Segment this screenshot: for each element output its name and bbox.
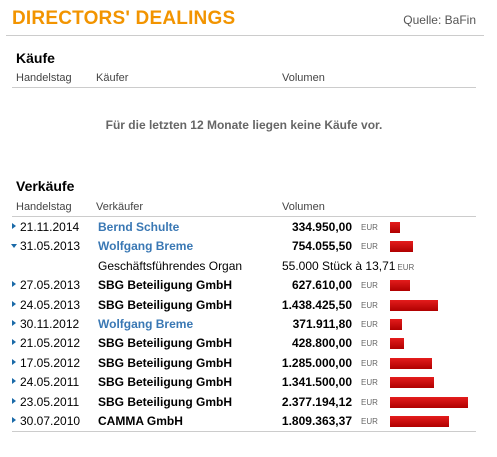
volume-bar	[390, 415, 449, 427]
volume-bar	[390, 396, 468, 408]
currency-label: EUR	[361, 223, 378, 232]
volume-bar	[390, 299, 438, 311]
column-header-date: Handelstag	[16, 72, 72, 84]
table-bottom-divider	[12, 431, 476, 432]
trade-date: 23.05.2011	[20, 394, 80, 409]
collapsed-triangle-icon[interactable]	[12, 358, 16, 365]
column-header-date: Handelstag	[16, 201, 72, 213]
table-row[interactable]: 24.05.2011 SBG Beteiligung GmbH 1.341.500,…	[12, 373, 476, 392]
currency-label: EUR	[361, 281, 378, 291]
trade-date: 30.11.2012	[20, 316, 80, 331]
table-row[interactable]: 17.05.2012 SBG Beteiligung GmbH 1.285.000,…	[12, 354, 476, 373]
seller-name: SBG Beteiligung GmbH	[98, 375, 233, 390]
volume-bar	[390, 338, 404, 350]
sales-title: Verkäufe	[16, 178, 75, 194]
column-header-seller: Verkäufer	[96, 201, 144, 213]
trade-date: 17.05.2012	[20, 355, 81, 370]
trade-date: 31.05.2013	[20, 239, 81, 254]
volume-value: 428.800,00	[291, 336, 352, 351]
collapsed-triangle-icon[interactable]	[12, 300, 16, 307]
trade-date: 24.05.2011	[20, 375, 80, 390]
table-row[interactable]: 24.05.2013 SBG Beteiligung GmbH 1.438.425,…	[12, 296, 476, 315]
volume-value: 334.950,00	[291, 220, 352, 234]
currency-label: EUR	[361, 339, 378, 349]
table-row[interactable]: 21.11.2014 Bernd Schulte 334.950,00 EUR	[12, 218, 476, 237]
volume-value: 754.055,50	[291, 239, 352, 254]
table-row[interactable]: 21.05.2012 SBG Beteiligung GmbH 428.800,00…	[12, 334, 476, 353]
collapsed-triangle-icon[interactable]	[12, 281, 16, 288]
table-row[interactable]: 27.05.2013 SBG Beteiligung GmbH 627.610,00…	[12, 276, 476, 295]
volume-value: 1.341.500,00	[281, 375, 352, 390]
collapsed-triangle-icon[interactable]	[12, 378, 16, 385]
trade-date: 27.05.2013	[20, 278, 81, 293]
sales-table: 21.11.2014 Bernd Schulte 334.950,00 EUR 31.0…	[11, 218, 476, 431]
table-row[interactable]: 30.07.2010 CAMMA GmbH 1.809.363,37 EUR	[12, 412, 476, 431]
currency-label: EUR	[361, 416, 378, 426]
seller-role: Geschäftsführendes Organ	[98, 258, 243, 273]
volume-value: 371.911,80	[292, 316, 352, 331]
seller-link[interactable]: Bernd Schulte	[98, 220, 180, 234]
volume-value: 2.377.194,12	[281, 394, 352, 409]
share-detail: 55.000 Stück à 13,71 EUR	[282, 259, 414, 273]
sales-column-headers: Handelstag Verkäufer Volumen	[12, 199, 476, 217]
volume-value: 1.285.000,00	[281, 355, 352, 370]
volume-bar	[390, 222, 400, 233]
currency-label: EUR	[361, 319, 378, 329]
column-header-buyer: Käufer	[96, 72, 129, 84]
volume-bar	[390, 241, 413, 253]
currency-label: EUR	[361, 300, 378, 310]
source-label: Quelle: BaFin	[403, 13, 476, 27]
volume-bar	[390, 377, 434, 389]
seller-name: SBG Beteiligung GmbH	[98, 336, 233, 351]
seller-link[interactable]: Wolfgang Breme	[98, 239, 194, 254]
column-header-volume: Volumen	[282, 72, 325, 84]
seller-name: SBG Beteiligung GmbH	[98, 355, 233, 370]
collapsed-triangle-icon[interactable]	[12, 319, 16, 326]
seller-name: SBG Beteiligung GmbH	[98, 297, 233, 312]
collapsed-triangle-icon[interactable]	[12, 339, 16, 346]
trade-date: 21.11.2014	[20, 220, 80, 234]
table-row[interactable]: 30.11.2012 Wolfgang Breme 371.911,80 EUR	[12, 315, 476, 334]
seller-name: SBG Beteiligung GmbH	[98, 278, 233, 293]
purchases-empty-message: Für die letzten 12 Monate liegen keine K…	[105, 118, 383, 132]
collapsed-triangle-icon[interactable]	[12, 397, 16, 404]
seller-name: SBG Beteiligung GmbH	[98, 394, 233, 409]
volume-value: 1.438.425,50	[281, 297, 352, 312]
expanded-triangle-icon[interactable]	[11, 244, 17, 249]
purchases-title: Käufe	[16, 50, 55, 66]
table-row-detail: Geschäftsführendes Organ 55.000 Stück à 1…	[12, 257, 476, 276]
currency-label: EUR	[361, 358, 378, 368]
purchases-column-headers: Handelstag Käufer Volumen	[12, 70, 476, 88]
trade-date: 21.05.2012	[20, 336, 81, 351]
seller-name: CAMMA GmbH	[98, 413, 183, 428]
column-header-volume: Volumen	[282, 201, 325, 213]
collapsed-triangle-icon[interactable]	[12, 416, 16, 423]
table-row[interactable]: 31.05.2013 Wolfgang Breme 754.055,50 EUR	[11, 237, 476, 256]
seller-link[interactable]: Wolfgang Breme	[98, 316, 194, 331]
volume-bar	[390, 318, 402, 330]
widget-title: DIRECTORS' DEALINGS	[12, 8, 236, 29]
currency-label: EUR	[361, 378, 378, 388]
trade-date: 30.07.2010	[20, 413, 81, 428]
volume-value: 1.809.363,37	[281, 413, 352, 428]
currency-label: EUR	[361, 242, 378, 252]
table-row[interactable]: 23.05.2011 SBG Beteiligung GmbH 2.377.194,…	[12, 393, 476, 412]
widget-header: DIRECTORS' DEALINGS Quelle: BaFin	[6, 4, 484, 36]
share-detail-currency: EUR	[397, 262, 415, 272]
currency-label: EUR	[361, 397, 378, 407]
volume-value: 627.610,00	[291, 278, 352, 293]
trade-date: 24.05.2013	[20, 297, 81, 312]
share-detail-text: 55.000 Stück à 13,71	[282, 258, 396, 273]
collapsed-triangle-icon[interactable]	[12, 223, 16, 229]
volume-bar	[390, 280, 410, 292]
volume-bar	[390, 357, 432, 369]
